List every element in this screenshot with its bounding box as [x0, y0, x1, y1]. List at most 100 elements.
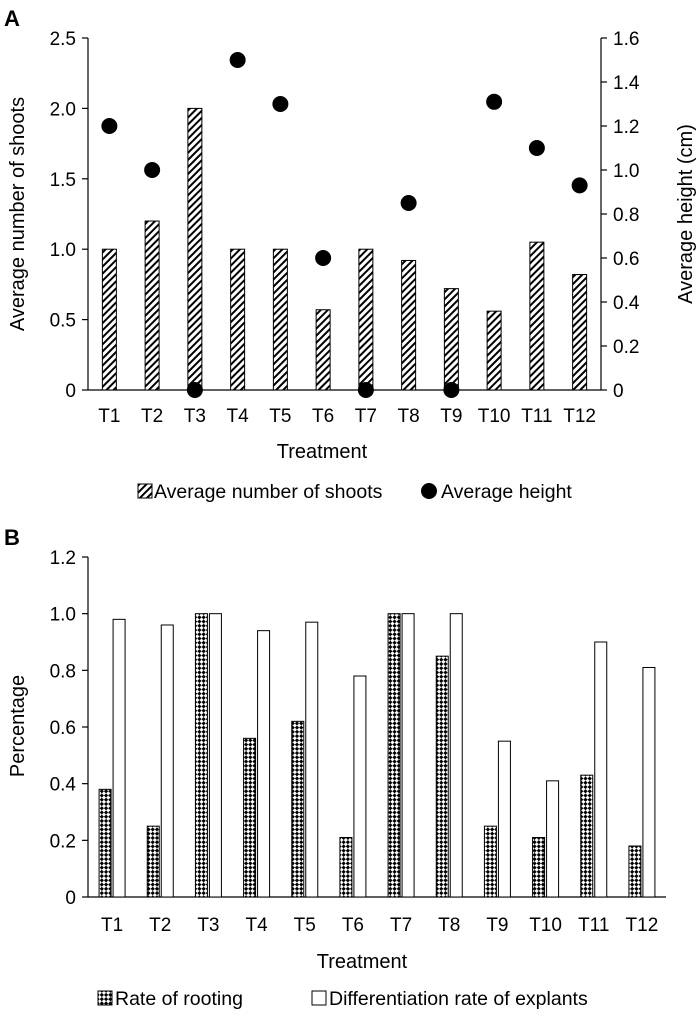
- y-tick-label: 0.4: [50, 775, 77, 796]
- bar-differentiation-t5: [305, 621, 319, 898]
- y2-tick-label: 0.6: [613, 249, 639, 270]
- legend-label-differentiation: Differentiation rate of explants: [329, 988, 588, 1010]
- dot-height-t6: [315, 250, 332, 266]
- y-tick-label: 2.5: [50, 29, 76, 50]
- dot-height-t5: [272, 96, 289, 112]
- x-tick-label-t7: T7: [355, 406, 377, 427]
- y-tick-label: 1.0: [50, 605, 76, 626]
- x-tick-label-t11: T11: [521, 406, 552, 427]
- bar-differentiation-t10: [546, 780, 560, 898]
- x-tick-label-t8: T8: [398, 406, 420, 427]
- legend-label-shoots: Average number of shoots: [154, 481, 383, 503]
- bar-differentiation-t3: [208, 613, 222, 898]
- x-tick-label-t3: T3: [184, 406, 206, 427]
- bar-rooting-t7: [387, 613, 401, 898]
- x-tick-label-t11: T11: [578, 915, 609, 936]
- bar-differentiation-t2: [160, 624, 174, 898]
- panel-a-x-axis-title: Treatment: [277, 441, 368, 463]
- y2-tick-label: 1.2: [613, 117, 639, 138]
- bar-rooting-t5: [291, 720, 305, 898]
- y2-tick-label: 0.2: [613, 337, 639, 358]
- bar-shoots-t12: [572, 274, 588, 391]
- legend-swatch-rooting: [97, 990, 113, 1006]
- bar-rooting-t3: [194, 613, 208, 898]
- x-tick-label-t7: T7: [390, 915, 412, 936]
- legend-label-rooting: Rate of rooting: [115, 988, 243, 1010]
- panel-b-label: B: [4, 525, 20, 550]
- bar-rooting-t2: [146, 825, 160, 898]
- dot-height-t11: [528, 140, 545, 156]
- x-tick-label-t4: T4: [227, 406, 250, 427]
- x-tick-label-t2: T2: [141, 406, 163, 427]
- bar-rooting-t9: [483, 825, 497, 898]
- x-tick-label-t5: T5: [269, 406, 291, 427]
- bar-rooting-t8: [435, 655, 449, 898]
- bar-shoots-t1: [101, 248, 117, 391]
- bar-differentiation-t6: [353, 675, 367, 898]
- bar-rooting-t11: [580, 774, 594, 898]
- dot-height-t7: [357, 382, 374, 398]
- bar-shoots-t5: [272, 248, 288, 391]
- x-tick-label-t4: T4: [245, 915, 268, 936]
- x-tick-label-t5: T5: [294, 915, 316, 936]
- x-tick-label-t10: T10: [478, 406, 511, 427]
- bar-shoots-t2: [144, 220, 160, 391]
- y-tick-label: 0.5: [50, 311, 76, 332]
- y2-tick-label: 0.8: [613, 205, 639, 226]
- panel-b-x-ticks: T1 T2 T3 T4 T5 T6 T7 T8 T9 T10 T11 T12: [101, 915, 658, 936]
- bar-rooting-t10: [532, 837, 546, 898]
- y-tick-label: 1.0: [50, 240, 76, 261]
- bar-shoots-t10: [486, 310, 502, 391]
- panel-a-y2-ticks: 0 0.2 0.4 0.6 0.8 1.0 1.2 1.4 1.6: [601, 29, 640, 402]
- dot-height-t1: [101, 118, 118, 134]
- bar-rooting-t6: [339, 837, 353, 898]
- x-tick-label-t2: T2: [149, 915, 171, 936]
- panel-a: A Average number of shoots Average heigh…: [4, 6, 697, 503]
- legend-swatch-shoots: [137, 483, 153, 499]
- x-tick-label-t10: T10: [529, 915, 562, 936]
- bar-differentiation-t11: [594, 641, 608, 898]
- dot-height-t4: [229, 52, 246, 68]
- panel-b-y-axis-title: Percentage: [7, 675, 29, 777]
- y-tick-label: 0.6: [50, 718, 76, 739]
- y-tick-label: 2.0: [50, 99, 76, 120]
- bar-shoots-t11: [529, 241, 545, 391]
- y2-tick-label: 0: [613, 381, 624, 402]
- x-tick-label-t8: T8: [438, 915, 460, 936]
- panel-a-y-ticks: 0 0.5 1.0 1.5 2.0 2.5: [50, 29, 88, 402]
- y-tick-label: 1.5: [50, 170, 76, 191]
- dot-height-t3: [186, 382, 203, 398]
- panel-a-y-axis-title: Average number of shoots: [7, 97, 29, 331]
- bar-shoots-t4: [230, 248, 246, 391]
- dot-height-t10: [486, 93, 503, 110]
- x-tick-label-t12: T12: [626, 915, 659, 936]
- panel-b-bars: [98, 613, 656, 898]
- bar-differentiation-t7: [401, 613, 415, 898]
- bar-rooting-t12: [628, 845, 642, 898]
- bar-shoots-t3: [187, 107, 203, 391]
- dot-height-t9: [443, 382, 460, 398]
- dot-height-t12: [571, 177, 588, 194]
- panel-b-y-ticks: 0 0.2 0.4 0.6 0.8 1.0 1.2: [50, 548, 88, 909]
- y-tick-label: 0: [65, 381, 76, 402]
- bar-shoots-t8: [401, 259, 417, 391]
- panel-a-legend: Average number of shoots Average height: [137, 481, 572, 503]
- legend-label-height: Average height: [441, 481, 572, 503]
- dot-height-t2: [144, 162, 161, 178]
- bar-shoots-t7: [358, 248, 374, 391]
- x-tick-label-t6: T6: [342, 915, 364, 936]
- bar-differentiation-t4: [257, 630, 271, 898]
- x-tick-label-t9: T9: [440, 406, 462, 427]
- legend-swatch-differentiation: [311, 990, 327, 1006]
- y2-tick-label: 1.0: [613, 161, 639, 182]
- panel-a-bars: [101, 107, 588, 391]
- legend-swatch-height: [421, 483, 437, 499]
- x-tick-label-t1: T1: [98, 406, 120, 427]
- panel-b-legend: Rate of rooting Differentiation rate of …: [97, 988, 588, 1010]
- panel-b-x-axis-title: Treatment: [317, 951, 408, 973]
- panel-a-y2-axis-title: Average height (cm): [675, 124, 697, 304]
- bar-differentiation-t12: [642, 667, 656, 898]
- y-tick-label: 0: [65, 888, 76, 909]
- y-tick-label: 0.2: [50, 831, 76, 852]
- y-tick-label: 1.2: [50, 548, 76, 569]
